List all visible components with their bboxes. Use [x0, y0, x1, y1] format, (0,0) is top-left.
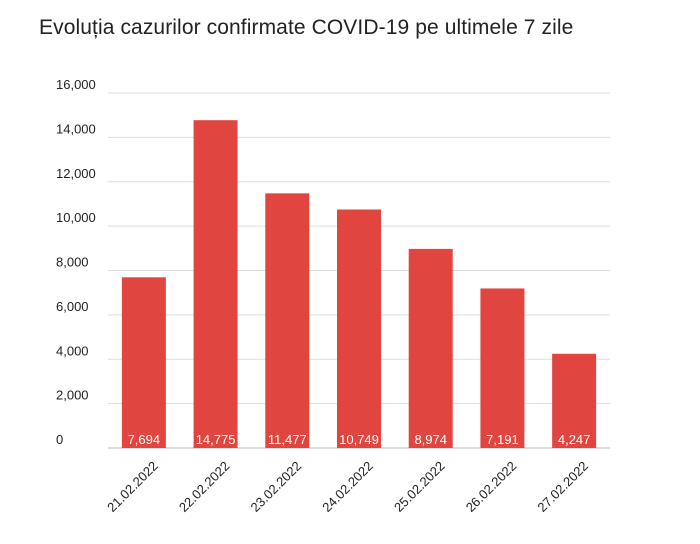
x-category-label: 22.02.2022 — [176, 458, 233, 515]
x-axis-category-labels: 21.02.2022 22.02.2022 23.02.2022 24.02.2022… — [104, 458, 591, 515]
bar-value-label: 14,775 — [196, 432, 236, 447]
x-category-label: 27.02.2022 — [534, 458, 591, 515]
x-category-label: 23.02.2022 — [248, 458, 305, 515]
bar-value-label: 7,694 — [128, 432, 161, 447]
x-category-label: 26.02.2022 — [463, 458, 520, 515]
bar-value-label: 10,749 — [339, 432, 379, 447]
bar-value-label: 11,477 — [268, 432, 307, 447]
y-tick-label: 6,000 — [56, 299, 89, 314]
bar — [480, 288, 525, 448]
y-tick-label: 16,000 — [56, 77, 96, 92]
y-tick-label: 12,000 — [56, 166, 96, 181]
bar — [265, 193, 310, 448]
y-tick-label: 0 — [56, 432, 63, 447]
bar-value-label: 8,974 — [414, 432, 447, 447]
x-category-label: 21.02.2022 — [104, 458, 161, 515]
bar — [408, 248, 453, 448]
bar — [552, 353, 597, 448]
bars — [121, 120, 597, 448]
y-tick-label: 14,000 — [56, 121, 96, 136]
y-tick-label: 2,000 — [56, 388, 89, 403]
bar — [193, 120, 238, 448]
y-tick-label: 10,000 — [56, 210, 96, 225]
bar-value-label: 7,191 — [486, 432, 519, 447]
bar-value-label: 4,247 — [558, 432, 591, 447]
bar — [121, 277, 166, 448]
y-axis-tick-labels: 0 2,000 4,000 6,000 8,000 10,000 12,000 14,000 1… — [56, 77, 96, 447]
y-tick-label: 4,000 — [56, 343, 89, 358]
bar — [337, 209, 381, 448]
y-tick-label: 8,000 — [56, 255, 89, 270]
x-category-label: 25.02.2022 — [391, 458, 448, 515]
bar-value-labels: 7,694 14,775 11,477 10,749 8,974 7,191 4,247 — [128, 432, 591, 447]
chart-title: Evoluția cazurilor confirmate COVID-19 p… — [39, 16, 574, 39]
x-category-label: 24.02.2022 — [319, 458, 376, 515]
